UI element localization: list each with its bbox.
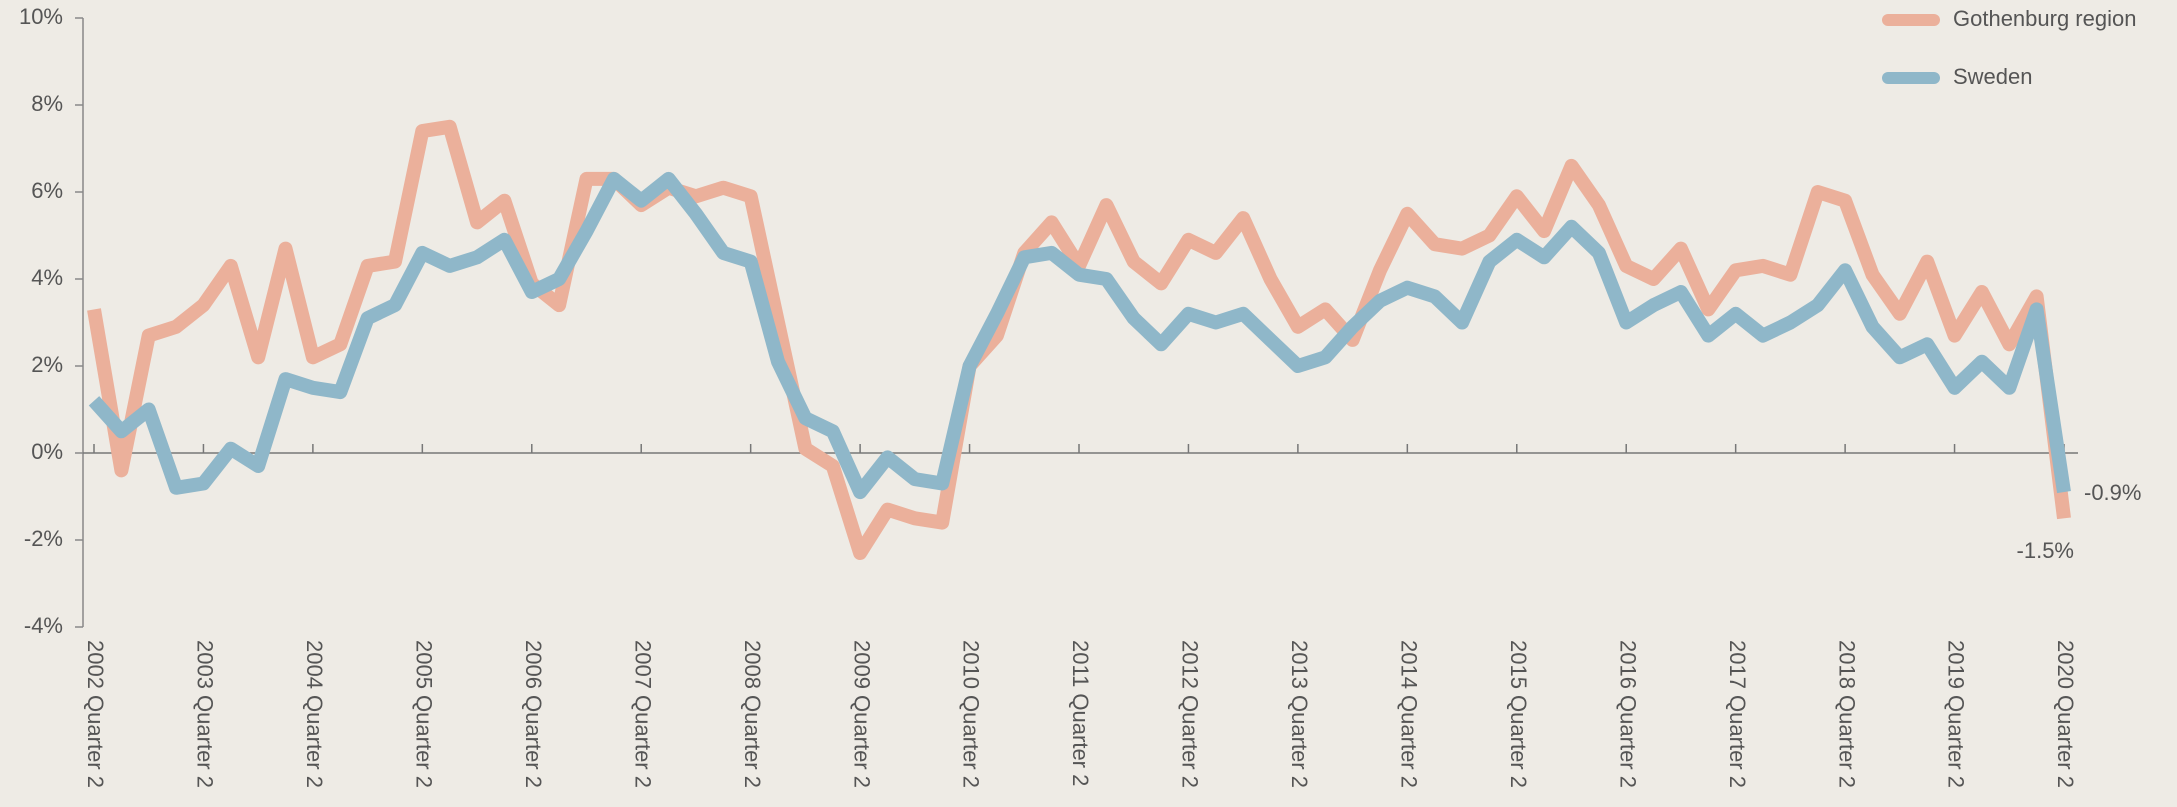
x-tick-label: 2012 Quarter 2 xyxy=(1178,640,1203,788)
y-tick-label: 4% xyxy=(31,265,63,290)
y-tick-label: 0% xyxy=(31,439,63,464)
series-line xyxy=(88,171,2071,500)
y-tick-label: -4% xyxy=(24,613,63,638)
data-label: -0.9% xyxy=(2084,480,2141,505)
x-tick-label: 2002 Quarter 2 xyxy=(83,640,108,788)
x-tick-label: 2003 Quarter 2 xyxy=(193,640,218,788)
x-tick-label: 2016 Quarter 2 xyxy=(1615,640,1640,788)
x-tick-label: 2011 Quarter 2 xyxy=(1068,640,1093,786)
y-tick-label: -2% xyxy=(24,526,63,551)
x-tick-label: 2010 Quarter 2 xyxy=(959,640,984,788)
y-tick-label: 10% xyxy=(19,4,63,29)
legend-label: Gothenburg region xyxy=(1953,6,2136,31)
x-tick-label: 2017 Quarter 2 xyxy=(1725,640,1750,788)
data-label: -1.5% xyxy=(2017,538,2074,563)
x-tick-label: 2009 Quarter 2 xyxy=(849,640,874,788)
x-tick-label: 2019 Quarter 2 xyxy=(1944,640,1969,788)
y-tick-label: 6% xyxy=(31,178,63,203)
x-tick-label: 2006 Quarter 2 xyxy=(521,640,546,788)
legend-label: Sweden xyxy=(1953,64,2033,89)
y-tick-label: 2% xyxy=(31,352,63,377)
x-tick-label: 2008 Quarter 2 xyxy=(740,640,765,788)
x-tick-label: 2015 Quarter 2 xyxy=(1506,640,1531,788)
x-tick-label: 2020 Quarter 2 xyxy=(2053,640,2078,788)
x-tick-label: 2004 Quarter 2 xyxy=(302,640,327,788)
x-tick-label: 2013 Quarter 2 xyxy=(1287,640,1312,788)
x-tick-label: 2007 Quarter 2 xyxy=(630,640,655,788)
x-tick-label: 2014 Quarter 2 xyxy=(1397,640,1422,788)
y-tick-label: 8% xyxy=(31,91,63,116)
x-tick-label: 2018 Quarter 2 xyxy=(1834,640,1859,788)
x-tick-label: 2005 Quarter 2 xyxy=(412,640,437,788)
